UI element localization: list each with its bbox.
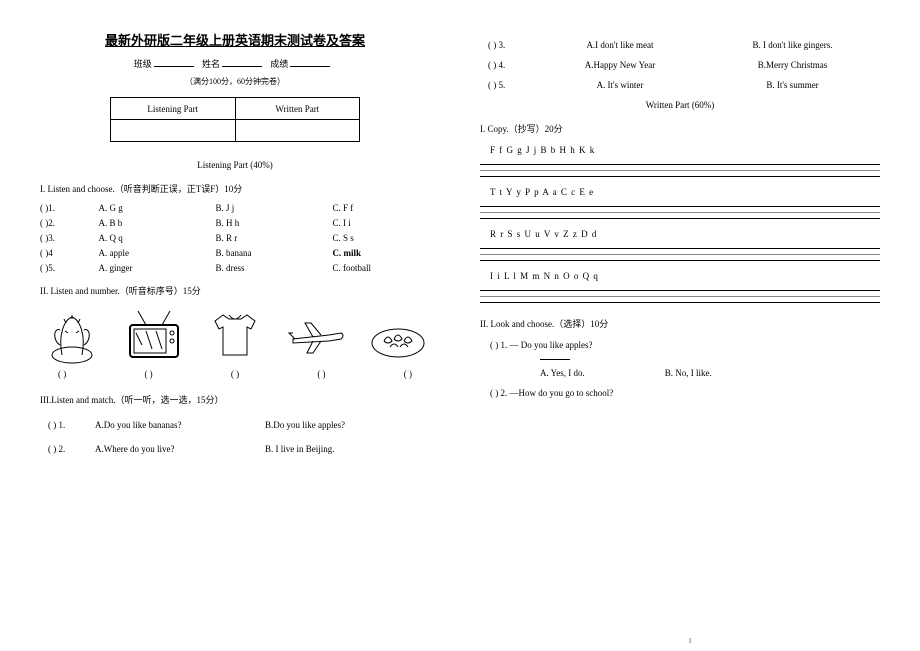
score-table: Listening Part Written Part bbox=[110, 97, 360, 142]
paren: ( ) bbox=[58, 369, 66, 379]
q3-head: III.Listen and match.（听一听，选一选，15分） bbox=[40, 393, 430, 406]
write-lines bbox=[480, 243, 880, 261]
copy-head: I. Copy.（抄写）20分 bbox=[480, 122, 880, 135]
class-blank bbox=[154, 57, 194, 67]
answer-blank bbox=[540, 352, 570, 360]
q2-head: II. Listen and number.（听音标序号）15分 bbox=[40, 284, 430, 297]
copy-line-2: T t Y y P p A a C c E e bbox=[480, 187, 880, 197]
pic-shirt bbox=[203, 305, 267, 365]
q1-row: ( )4A. appleB. bananaC. milk bbox=[40, 246, 430, 261]
choose-q1: ( ) 1. — Do you like apples? bbox=[490, 340, 880, 350]
paren-row: ( ) ( ) ( ) ( ) ( ) bbox=[40, 369, 430, 379]
q3-row: ( ) 2.A.Where do you live?B. I live in B… bbox=[40, 444, 430, 454]
score-cell-2 bbox=[235, 120, 360, 142]
write-lines bbox=[480, 159, 880, 177]
choose-q1-ans: A. Yes, I do. B. No, I like. bbox=[540, 368, 880, 378]
pic-cactus bbox=[40, 305, 104, 365]
copy-line-1: F f G g J j B b H h K k bbox=[480, 145, 880, 155]
subnote: （满分100分，60分钟完卷） bbox=[40, 76, 430, 87]
page-number: 1 bbox=[688, 637, 692, 645]
opt-b: B. No, I like. bbox=[665, 368, 712, 378]
score-label: 成绩 bbox=[270, 59, 288, 69]
pic-dumplings bbox=[366, 305, 430, 365]
choose-q2: ( ) 2. —How do you go to school? bbox=[490, 388, 880, 398]
opt-a: A. Yes, I do. bbox=[540, 368, 585, 378]
score-cell-1 bbox=[111, 120, 236, 142]
paren: ( ) bbox=[317, 369, 325, 379]
left-column: 最新外研版二年级上册英语期末测试卷及答案 班级 姓名 成绩 （满分100分，60… bbox=[0, 0, 460, 651]
write-lines bbox=[480, 201, 880, 219]
name-label: 姓名 bbox=[202, 59, 220, 69]
written-head: Written Part (60%) bbox=[480, 100, 880, 110]
student-fields: 班级 姓名 成绩 bbox=[40, 57, 430, 70]
name-blank bbox=[222, 57, 262, 67]
paren: ( ) bbox=[144, 369, 152, 379]
listening-head: Listening Part (40%) bbox=[40, 160, 430, 170]
picture-row bbox=[40, 305, 430, 365]
score-h1: Listening Part bbox=[111, 98, 236, 120]
pic-plane bbox=[285, 305, 349, 365]
score-blank bbox=[290, 57, 330, 67]
q3-row: ( ) 1.A.Do you like bananas?B.Do you lik… bbox=[40, 420, 430, 430]
write-lines bbox=[480, 285, 880, 303]
q1-rows: ( )1.A. G gB. J jC. F f ( )2.A. B bB. H … bbox=[40, 201, 430, 276]
paren: ( ) bbox=[231, 369, 239, 379]
page-title: 最新外研版二年级上册英语期末测试卷及答案 bbox=[40, 30, 430, 49]
q1-row: ( )3.A. Q qB. R rC. S s bbox=[40, 231, 430, 246]
copy-line-3: R r S s U u V v Z z D d bbox=[480, 229, 880, 239]
q1-row: ( )1.A. G gB. J jC. F f bbox=[40, 201, 430, 216]
copy-line-4: I i L l M m N n O o Q q bbox=[480, 271, 880, 281]
q1-row: ( )5.A. gingerB. dressC. football bbox=[40, 261, 430, 276]
q3-row: ( ) 4.A.Happy New YearB.Merry Christmas bbox=[480, 60, 880, 70]
right-column: ( ) 3.A.I don't like meatB. I don't like… bbox=[460, 0, 920, 651]
paren: ( ) bbox=[404, 369, 412, 379]
q1-head: I. Listen and choose.（听音判断正误，正T误F）10分 bbox=[40, 182, 430, 195]
q3-row: ( ) 5.A. It's winterB. It's summer bbox=[480, 80, 880, 90]
class-label: 班级 bbox=[134, 59, 152, 69]
score-h2: Written Part bbox=[235, 98, 360, 120]
q3-row: ( ) 3.A.I don't like meatB. I don't like… bbox=[480, 40, 880, 50]
pic-tv bbox=[122, 305, 186, 365]
q1-row: ( )2.A. B bB. H hC. I i bbox=[40, 216, 430, 231]
choose-head: II. Look and choose.（选择）10分 bbox=[480, 317, 880, 330]
